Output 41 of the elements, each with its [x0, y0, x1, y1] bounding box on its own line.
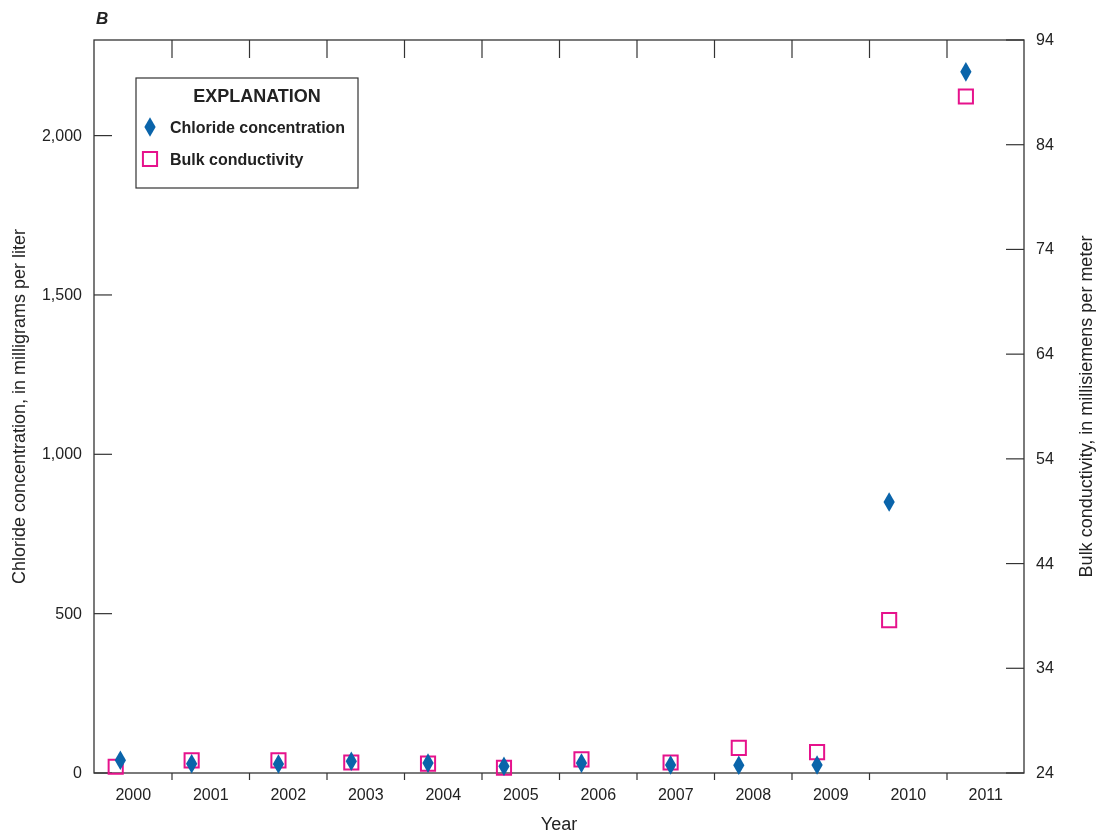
y2-tick-label: 44 [1036, 554, 1054, 572]
point [573, 751, 590, 768]
y2-axis-title: Bulk conductivity, in millisiemens per meter [1076, 235, 1096, 578]
legend-title: EXPLANATION [193, 86, 321, 106]
x-tick-label: 2006 [580, 786, 617, 804]
x-tick-label: 2001 [192, 786, 229, 804]
point [662, 754, 679, 771]
point [183, 752, 200, 769]
y2-tick-label: 74 [1036, 240, 1054, 258]
y-axis-title: Chloride concentration, in milligrams per liter [9, 228, 29, 585]
x-tick-label: 2011 [968, 786, 1004, 804]
y-tick-label: 1,000 [41, 445, 83, 463]
point [957, 88, 974, 105]
y-tick-label: 1,500 [41, 285, 83, 303]
point [270, 752, 287, 769]
y-tick-label: 500 [55, 604, 83, 622]
x-tick-label: 2005 [502, 786, 539, 804]
y-tick-label: 2,000 [41, 126, 83, 144]
x-tick-label: 2002 [270, 786, 307, 804]
x-axis-title: Year [540, 814, 578, 834]
x-tick-label: 2010 [890, 786, 927, 804]
y2-tick-label: 34 [1036, 659, 1054, 677]
point [809, 743, 826, 761]
point [881, 612, 898, 629]
legend-label: Chloride concentration [170, 119, 346, 136]
y2-tick-label: 54 [1036, 449, 1054, 467]
x-tick-label: 2000 [115, 786, 152, 804]
y-tick-label: 0 [73, 764, 83, 781]
x-tick-label: 2007 [657, 786, 694, 804]
y2-tick-label: 84 [1036, 135, 1054, 153]
x-tick-label: 2004 [425, 786, 462, 804]
point [730, 739, 747, 756]
chart-title: B [96, 9, 109, 28]
x-tick-label: 2008 [735, 786, 772, 804]
y2-tick-label: 24 [1036, 764, 1054, 781]
y2-tick-label: 64 [1036, 345, 1054, 363]
y2-tick-label: 94 [1036, 31, 1054, 48]
point [107, 758, 124, 775]
x-tick-label: 2003 [347, 786, 384, 804]
legend-label: Bulk conductivity [170, 151, 304, 168]
x-tick-label: 2009 [812, 786, 849, 804]
